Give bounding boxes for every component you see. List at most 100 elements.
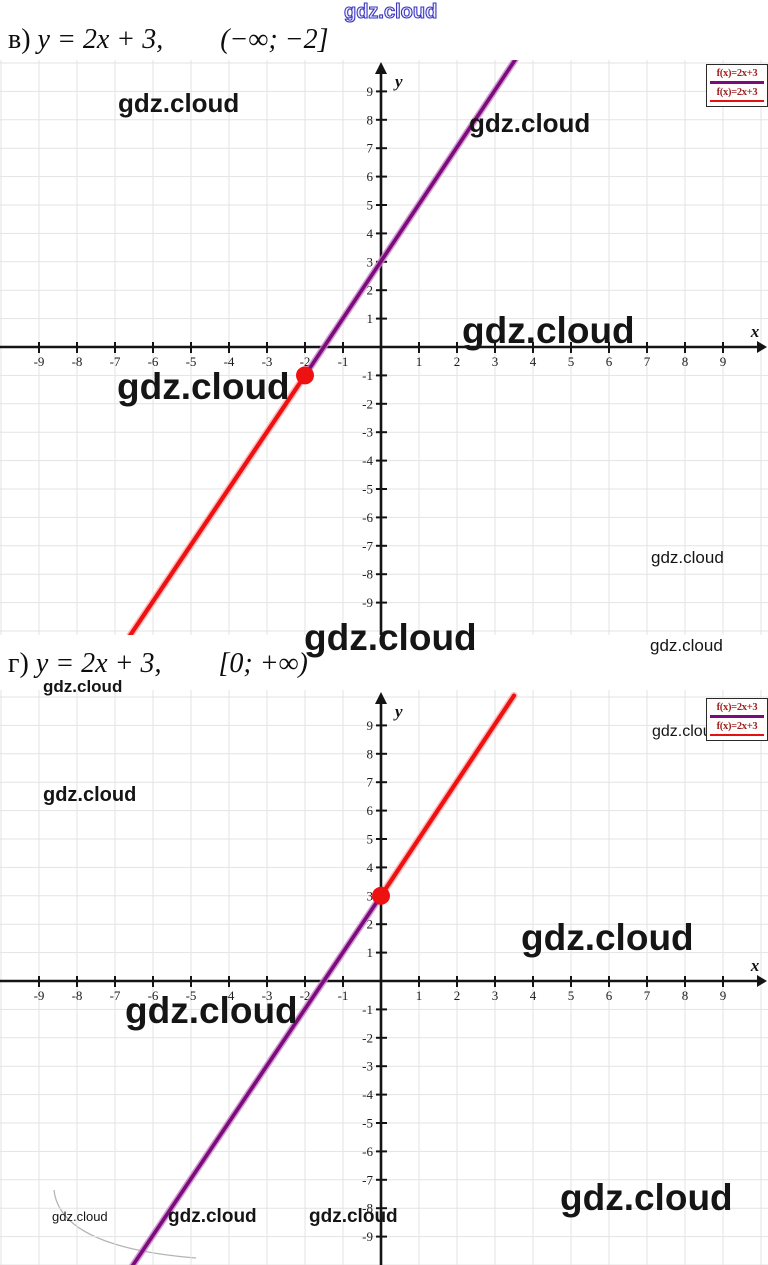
legend-label: f(x)=2x+3 bbox=[716, 86, 758, 98]
x-tick-label: 5 bbox=[568, 988, 575, 1003]
x-tick-label: 2 bbox=[454, 988, 461, 1003]
watermark: gdz.cloud bbox=[462, 310, 635, 351]
x-tick-label: -5 bbox=[186, 354, 197, 369]
x-tick-label: 6 bbox=[606, 354, 613, 369]
legend-line-red bbox=[710, 733, 764, 737]
y-tick-label: -3 bbox=[362, 1059, 373, 1074]
watermark: gdz.cloud bbox=[168, 1206, 257, 1227]
stamp-arc bbox=[53, 1189, 197, 1259]
y-tick-label: -2 bbox=[362, 1030, 373, 1045]
x-tick-label: -9 bbox=[34, 354, 45, 369]
legend-entry: f(x)=2x+3 bbox=[710, 68, 764, 84]
y-tick-label: -5 bbox=[362, 1116, 373, 1131]
watermark: gdz.cloud bbox=[43, 677, 123, 696]
y-tick-label: 5 bbox=[367, 198, 374, 213]
chart-g: -9 -8 -7 -6 -5 -4 -3 -2 -1 1 2 3 4 5 6 7 8 9 -9 -8 -7 -6 -5 -4 -… bbox=[0, 690, 768, 1265]
function-line-highlight bbox=[128, 373, 308, 635]
function-line-highlight bbox=[378, 693, 517, 898]
watermark: gdz.cloud bbox=[304, 617, 477, 658]
y-tick-label: -6 bbox=[362, 1144, 373, 1159]
y-tick-label: 8 bbox=[367, 746, 374, 761]
legend-line-purple bbox=[710, 81, 764, 84]
equation-v: y = 2x + 3, bbox=[37, 24, 164, 55]
x-tick-label: -6 bbox=[148, 988, 159, 1003]
problem-title-g: г) y = 2x + 3, [0; +∞) bbox=[8, 648, 308, 680]
x-tick-label: 8 bbox=[682, 988, 689, 1003]
y-tick-label: -1 bbox=[362, 1002, 373, 1017]
y-axis-arrow-icon bbox=[375, 692, 387, 704]
y-tick-label: -7 bbox=[362, 1172, 373, 1187]
interval-g: [0; +∞) bbox=[218, 648, 308, 679]
y-tick-label: -7 bbox=[362, 538, 373, 553]
y-tick-label: 7 bbox=[367, 775, 374, 790]
legend-entry: f(x)=2x+3 bbox=[710, 702, 764, 718]
x-tick-label: 8 bbox=[682, 354, 689, 369]
y-tick-label: 8 bbox=[367, 112, 374, 127]
y-tick-label: 2 bbox=[367, 917, 374, 932]
legend-label: f(x)=2x+3 bbox=[716, 68, 758, 79]
x-tick-label: 3 bbox=[492, 354, 499, 369]
x-tick-label: -1 bbox=[338, 354, 349, 369]
x-tick-label: -8 bbox=[72, 354, 83, 369]
x-tick-label: 9 bbox=[720, 988, 727, 1003]
x-tick-label: 4 bbox=[530, 354, 537, 369]
x-tick-label: 1 bbox=[416, 988, 423, 1003]
watermark: gdz.cloud bbox=[52, 1209, 108, 1224]
y-tick-label: 1 bbox=[367, 311, 374, 326]
problem-label-v: в) bbox=[8, 24, 31, 55]
x-axis-label: x bbox=[750, 956, 760, 975]
watermark: gdz.cloud bbox=[118, 88, 240, 118]
y-tick-label: 7 bbox=[367, 141, 374, 156]
y-tick-label: 9 bbox=[367, 84, 374, 99]
y-tick-label: 4 bbox=[367, 860, 374, 875]
y-tick-label: -3 bbox=[362, 425, 373, 440]
x-tick-label: 5 bbox=[568, 354, 575, 369]
x-tick-label: -4 bbox=[224, 988, 235, 1003]
problem-title-v: в) y = 2x + 3, (−∞; −2] bbox=[8, 24, 329, 56]
x-tick-label: 7 bbox=[644, 988, 651, 1003]
legend-box-chart-g: f(x)=2x+3 f(x)=2x+3 bbox=[706, 698, 768, 742]
x-tick-label: -4 bbox=[224, 354, 235, 369]
watermark: gdz.cloud bbox=[652, 723, 721, 740]
x-axis-arrow-icon bbox=[757, 975, 767, 987]
x-tick-label: -2 bbox=[300, 988, 311, 1003]
watermark: gdz.cloud bbox=[117, 366, 290, 407]
x-tick-label: -7 bbox=[110, 988, 121, 1003]
x-tick-label: 9 bbox=[720, 354, 727, 369]
y-axis-arrow-icon bbox=[375, 62, 387, 74]
y-axis-label: y bbox=[393, 702, 403, 721]
y-tick-label: -2 bbox=[362, 396, 373, 411]
legend-entry: f(x)=2x+3 bbox=[710, 721, 764, 737]
watermark: gdz.cloud bbox=[43, 784, 137, 806]
function-line-full bbox=[130, 894, 383, 1265]
y-axis-label: y bbox=[393, 72, 403, 91]
problem-label-g: г) bbox=[8, 648, 29, 679]
function-line-full bbox=[303, 60, 518, 378]
watermark: gdz.cloud bbox=[125, 990, 298, 1031]
y-tick-label: -8 bbox=[362, 567, 373, 582]
x-tick-label: 6 bbox=[606, 988, 613, 1003]
x-tick-label: -3 bbox=[262, 988, 273, 1003]
equation-g: y = 2x + 3, bbox=[35, 648, 162, 679]
chart-v: -9 -8 -7 -6 -5 -4 -3 -2 -1 1 2 3 4 5 6 7 8 9 -9 -8 -7 -6 -5 -4 -… bbox=[0, 60, 768, 635]
watermark: gdz.cloud bbox=[309, 1206, 398, 1227]
y-tick-label: 4 bbox=[367, 226, 374, 241]
y-tick-label: -6 bbox=[362, 510, 373, 525]
x-tick-label: -1 bbox=[338, 988, 349, 1003]
legend-line-purple bbox=[710, 715, 764, 718]
interval-v: (−∞; −2] bbox=[220, 24, 329, 55]
y-tick-label: 6 bbox=[367, 803, 374, 818]
x-tick-label: -7 bbox=[110, 354, 121, 369]
x-tick-label: -3 bbox=[262, 354, 273, 369]
y-tick-label: 2 bbox=[367, 283, 374, 298]
y-tick-label: 6 bbox=[367, 169, 374, 184]
legend-box-chart-v: f(x)=2x+3 f(x)=2x+3 bbox=[706, 64, 768, 108]
y-tick-label: -9 bbox=[362, 1229, 373, 1244]
y-tick-label: -4 bbox=[362, 1087, 373, 1102]
x-tick-label: -2 bbox=[300, 354, 311, 369]
legend-label: f(x)=2x+3 bbox=[716, 702, 758, 713]
x-axis-arrow-icon bbox=[757, 341, 767, 353]
watermark: gdz.cloud bbox=[651, 548, 724, 567]
y-tick-label: -5 bbox=[362, 482, 373, 497]
y-tick-label: 3 bbox=[367, 888, 374, 903]
